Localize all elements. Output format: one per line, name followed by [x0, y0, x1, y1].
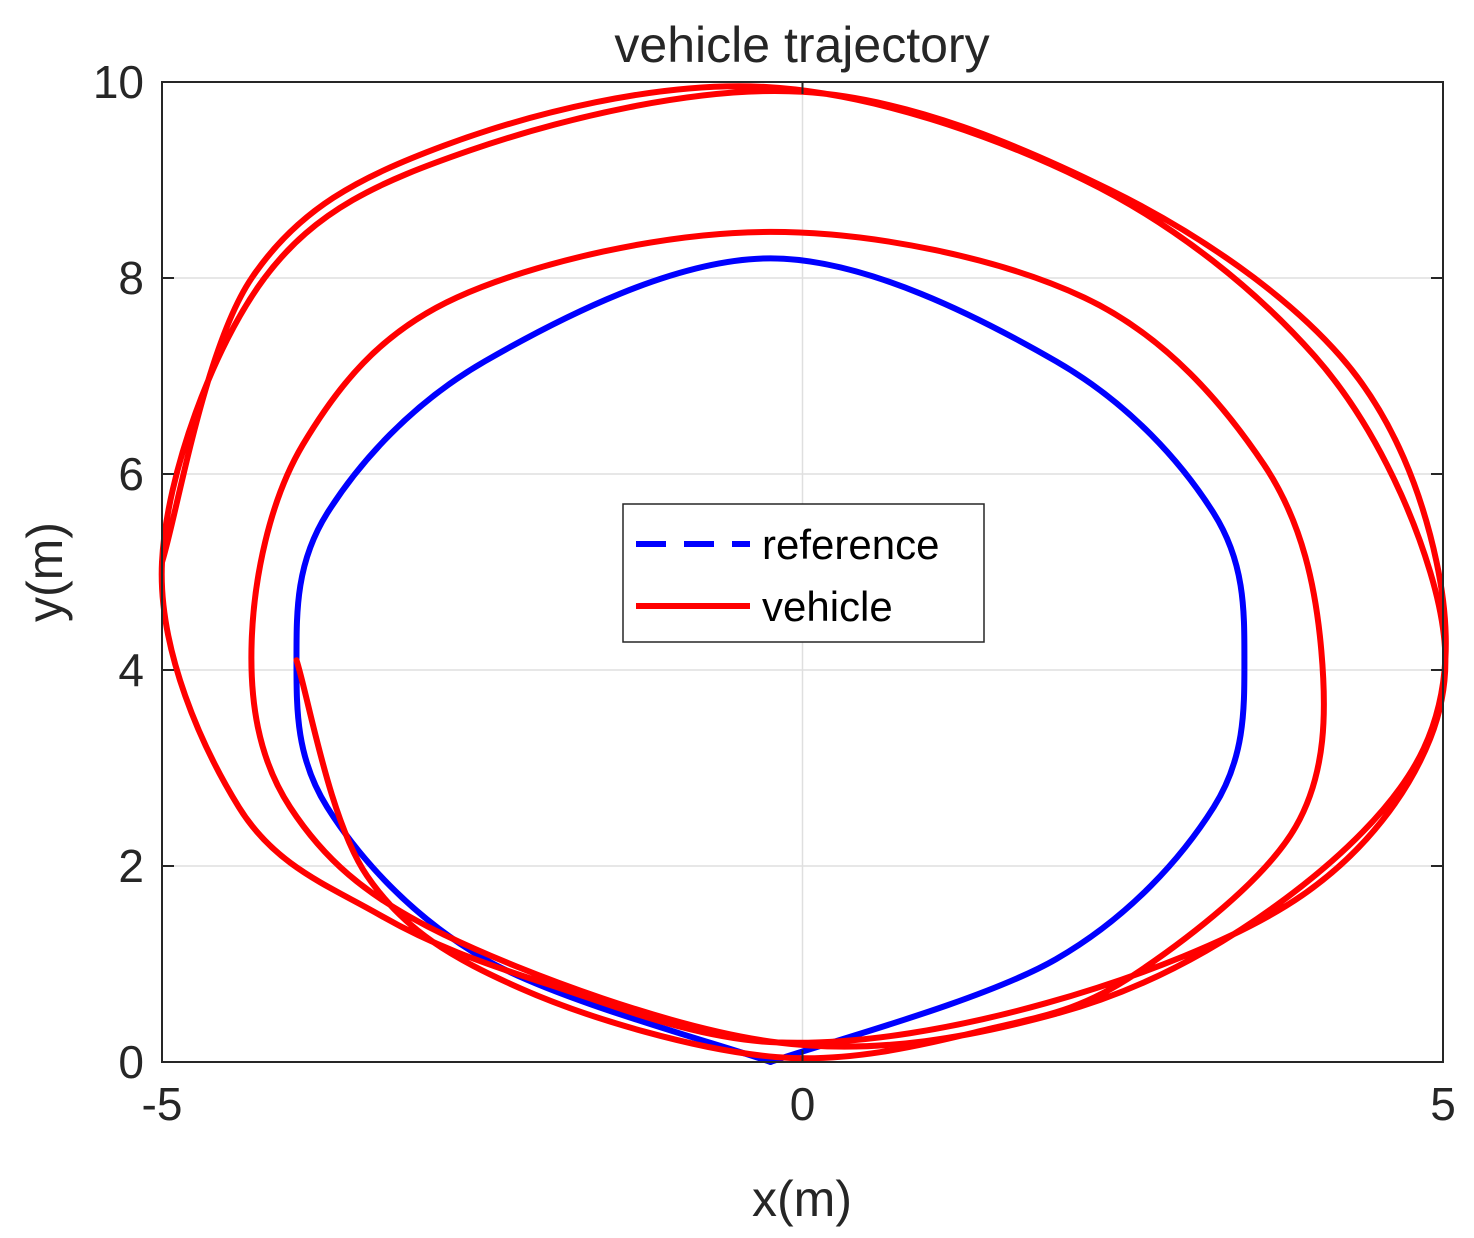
- y-tick-label: 8: [118, 252, 144, 304]
- legend: reference vehicle: [622, 503, 985, 643]
- legend-label-reference: reference: [762, 521, 939, 568]
- y-tick-label: 6: [118, 448, 144, 500]
- y-axis-label: y(m): [17, 522, 73, 622]
- y-tick-label: 4: [118, 644, 144, 696]
- series-line-reference: [293, 255, 1248, 1065]
- y-tick-label: 0: [118, 1036, 144, 1088]
- plot-area: [158, 83, 1449, 1065]
- y-tick-label: 10: [93, 56, 144, 108]
- x-tick-label: 5: [1430, 1078, 1456, 1130]
- x-tick-label: -5: [142, 1078, 183, 1130]
- series-line-vehicle: [158, 83, 1449, 1062]
- legend-label-vehicle: vehicle: [762, 583, 893, 630]
- axis-ticks: [161, 81, 1444, 1063]
- x-tick-label: 0: [790, 1078, 816, 1130]
- y-tick-label: 2: [118, 840, 144, 892]
- chart-title: vehicle trajectory: [614, 17, 989, 73]
- x-axis-label: x(m): [752, 1171, 852, 1227]
- legend-box: [622, 503, 985, 643]
